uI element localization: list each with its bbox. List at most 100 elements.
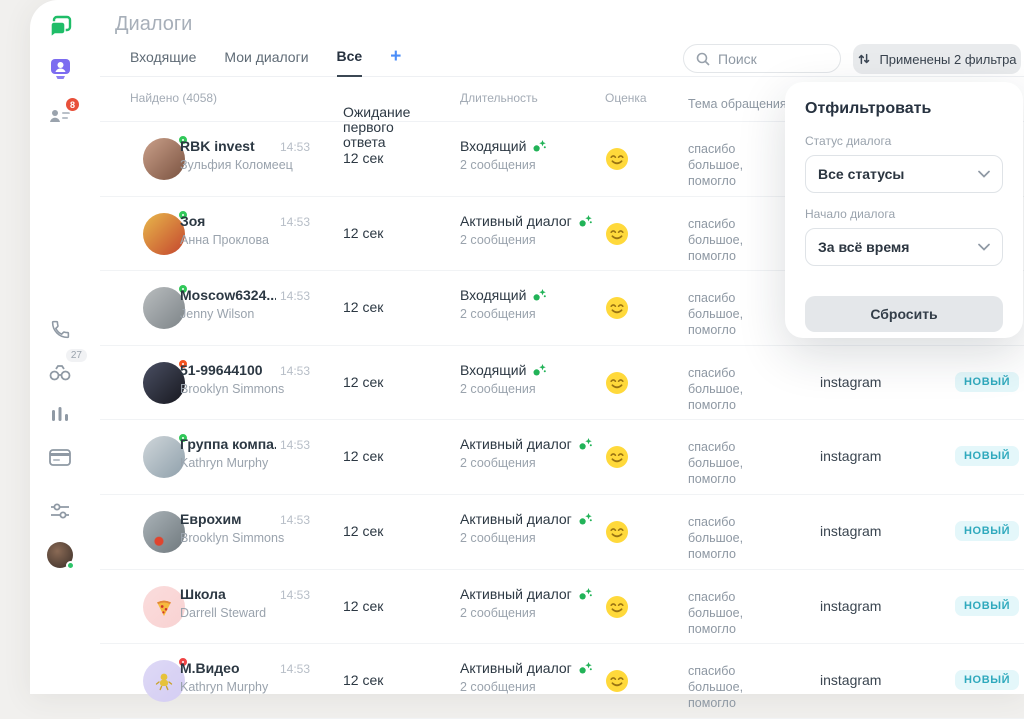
dialog-status: Активный диалог: [460, 586, 593, 602]
satisfaction-emoji-icon: [605, 147, 629, 171]
sidebar-item-settings[interactable]: [47, 498, 73, 524]
dialog-name: RBK invest: [180, 138, 276, 154]
sidebar-item-profile[interactable]: [47, 542, 73, 568]
client-name: Kathryn Murphy: [180, 680, 300, 694]
avatar: [143, 511, 185, 553]
table-row[interactable]: Еврохим Brooklyn Simmons 14:53 12 сек Ак…: [100, 495, 1024, 570]
messages-count: 2 сообщения: [460, 158, 536, 172]
start-filter-select[interactable]: За всё время: [805, 228, 1003, 266]
dialog-status: Активный диалог: [460, 213, 593, 229]
request-topic: спасибо большое, помогло: [688, 514, 792, 562]
dialog-name: 51-99644100: [180, 362, 276, 378]
sidebar-item-analytics[interactable]: [47, 402, 73, 428]
dialog-status: Входящий: [460, 362, 547, 378]
dialog-time: 14:53: [280, 662, 310, 676]
avatar: [143, 213, 185, 255]
sidebar-item-contacts[interactable]: 8: [47, 103, 73, 129]
avatar: [143, 436, 185, 478]
start-filter-label: Начало диалога: [805, 207, 1003, 221]
dialog-name: Еврохим: [180, 511, 276, 527]
sidebar-item-templates[interactable]: [47, 444, 73, 470]
ai-sparkle-icon: [578, 437, 593, 451]
client-name: Kathryn Murphy: [180, 456, 300, 470]
messages-count: 2 сообщения: [460, 531, 536, 545]
search-icon: [696, 52, 710, 66]
col-score-header: Оценка: [605, 91, 647, 106]
satisfaction-emoji-icon: [605, 296, 629, 320]
request-topic: спасибо большое, помогло: [688, 663, 792, 711]
sidebar: 8 27: [30, 0, 100, 694]
search-input[interactable]: Поиск: [683, 44, 841, 73]
sort-filter-icon: [857, 52, 871, 66]
applied-filters-button[interactable]: Применены 2 фильтра: [853, 44, 1021, 74]
request-topic: спасибо большое, помогло: [688, 216, 792, 264]
dialog-time: 14:53: [280, 289, 310, 303]
avatar: [143, 362, 185, 404]
dialog-time: 14:53: [280, 513, 310, 527]
bar-chart-icon: [51, 406, 69, 424]
avatar: [143, 660, 185, 702]
dialog-status-label: Активный диалог: [460, 660, 572, 676]
queue-count-badge: 27: [66, 349, 87, 362]
dialog-status-label: Входящий: [460, 287, 526, 303]
ai-sparkle-icon: [578, 661, 593, 675]
satisfaction-emoji-icon: [605, 669, 629, 693]
tab-all[interactable]: Все: [337, 48, 363, 77]
table-row[interactable]: Группа компа... Kathryn Murphy 14:53 12 …: [100, 420, 1024, 495]
contacts-count-badge: 8: [64, 96, 81, 113]
status-badge: НОВЫЙ: [955, 596, 1019, 616]
start-filter-value: За всё время: [818, 239, 909, 255]
table-row[interactable]: Школа Darrell Steward 14:53 12 сек Актив…: [100, 570, 1024, 645]
status-filter-select[interactable]: Все статусы: [805, 155, 1003, 193]
dialog-name: Moscow6324...: [180, 287, 276, 303]
sidebar-item-calls[interactable]: [47, 316, 73, 342]
dialog-time: 14:53: [280, 588, 310, 602]
applied-filters-label: Применены 2 фильтра: [879, 52, 1016, 67]
satisfaction-emoji-icon: [605, 222, 629, 246]
phone-icon: [50, 319, 71, 340]
tab-my-dialogs[interactable]: Мои диалоги: [224, 49, 308, 76]
first-response-wait: 12 сек: [343, 598, 383, 614]
request-topic: спасибо большое, помогло: [688, 439, 792, 487]
channel-label: instagram: [820, 448, 881, 464]
status-badge: НОВЫЙ: [955, 372, 1019, 392]
dialog-time: 14:53: [280, 215, 310, 229]
avatar: [143, 138, 185, 180]
dialog-status: Входящий: [460, 138, 547, 154]
satisfaction-emoji-icon: [605, 371, 629, 395]
table-row[interactable]: 51-99644100 Brooklyn Simmons 14:53 12 се…: [100, 346, 1024, 421]
dialog-time: 14:53: [280, 140, 310, 154]
dialog-status-label: Активный диалог: [460, 511, 572, 527]
sidebar-item-dialogs[interactable]: [47, 14, 73, 40]
page-title: Диалоги: [115, 13, 192, 36]
status-badge: НОВЫЙ: [955, 521, 1019, 541]
client-name: Brooklyn Simmons: [180, 382, 300, 396]
status-badge: НОВЫЙ: [955, 670, 1019, 690]
add-tab-button[interactable]: +: [390, 46, 401, 76]
reset-filters-button[interactable]: Сбросить: [805, 296, 1003, 332]
dialog-status: Входящий: [460, 287, 547, 303]
dialog-time: 14:53: [280, 364, 310, 378]
messages-count: 2 сообщения: [460, 233, 536, 247]
col-duration-header: Длительность: [460, 91, 538, 106]
satisfaction-emoji-icon: [605, 595, 629, 619]
chevron-down-icon: [978, 243, 990, 251]
satisfaction-emoji-icon: [605, 520, 629, 544]
tab-incoming[interactable]: Входящие: [130, 49, 196, 76]
first-response-wait: 12 сек: [343, 523, 383, 539]
dialog-status: Активный диалог: [460, 436, 593, 452]
avatar: [143, 287, 185, 329]
chevron-down-icon: [978, 170, 990, 178]
first-response-wait: 12 сек: [343, 448, 383, 464]
channel-label: instagram: [820, 523, 881, 539]
sidebar-item-agents[interactable]: [47, 56, 73, 82]
status-filter-label: Статус диалога: [805, 134, 1003, 148]
table-row[interactable]: М.Видео Kathryn Murphy 14:53 12 сек Акти…: [100, 644, 1024, 719]
request-topic: спасибо большое, помогло: [688, 365, 792, 413]
request-topic: спасибо большое, помогло: [688, 589, 792, 637]
sidebar-item-search-queue[interactable]: 27: [47, 359, 73, 385]
sliders-icon: [50, 502, 70, 520]
first-response-wait: 12 сек: [343, 672, 383, 688]
client-name: Зульфия Коломеец: [180, 158, 300, 172]
request-topic: спасибо большое, помогло: [688, 141, 792, 189]
